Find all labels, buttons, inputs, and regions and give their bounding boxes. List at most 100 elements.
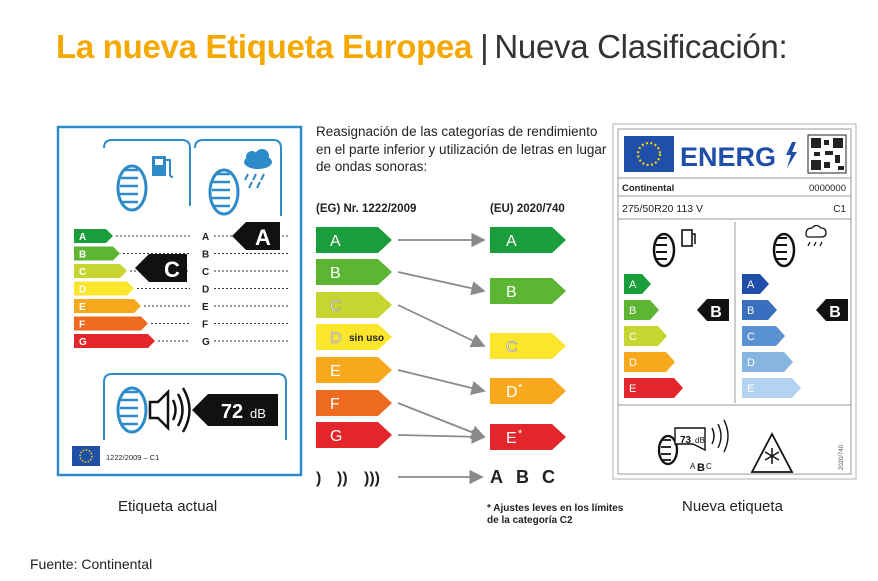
- sound-wave-3: ))): [364, 470, 380, 487]
- tyre-icon: [116, 164, 148, 212]
- new-fuel-class-bar: [624, 326, 667, 346]
- brand: Continental: [622, 183, 674, 194]
- unused-note: sin uso: [349, 333, 384, 344]
- new-fuel-class-bar: [624, 300, 659, 320]
- old-class-bar: [316, 390, 392, 416]
- old-class-bar: [316, 324, 392, 350]
- sound-class-a: A: [490, 467, 503, 487]
- noise-class-c: C: [706, 462, 712, 471]
- old-wet-class-letter: B: [202, 250, 209, 261]
- sound-wave-1: ): [316, 470, 321, 487]
- old-class-bar: [316, 422, 392, 448]
- old-regulation-header: (EG) Nr. 1222/2009: [316, 203, 417, 215]
- old-fuel-rating-arrow: [135, 254, 187, 282]
- old-wet-class-letter: C: [202, 267, 209, 278]
- old-fuel-class-bar: [74, 299, 141, 313]
- old-fuel-class-letter: D: [79, 285, 86, 296]
- old-class-bar: [316, 357, 392, 383]
- old-fuel-class-letter: G: [79, 337, 87, 348]
- noise-value-arrow: [192, 394, 278, 426]
- new-wet-class-bar: [742, 274, 769, 294]
- sound-wave-2: )): [337, 470, 348, 487]
- old-fuel-class-letter: F: [79, 320, 85, 331]
- new-fuel-bars: A B C D E: [624, 274, 683, 398]
- eu-flag-icon: [624, 136, 674, 172]
- qr-code-icon: [807, 134, 847, 174]
- cloud-rain-icon: [244, 149, 272, 189]
- new-label: ENERG Continental 0000000 275/50R20 113 …: [612, 123, 857, 480]
- new-fuel-class-letter: D: [629, 357, 637, 369]
- old-wet-class-letter: E: [202, 302, 209, 313]
- old-fuel-class-bar: [74, 281, 134, 296]
- old-class-letter: D: [330, 330, 342, 347]
- new-wet-class-bar: [742, 326, 785, 346]
- new-wet-class-bar: [742, 352, 793, 372]
- new-wet-class-letter: A: [747, 279, 755, 291]
- old-wet-rating-arrow: [232, 222, 280, 250]
- old-fuel-class-bar: [74, 229, 113, 243]
- old-class-letter: E: [330, 363, 341, 380]
- new-fuel-class-letter: E: [629, 383, 636, 395]
- title-separator: |: [480, 28, 489, 65]
- source-credit: Fuente: Continental: [30, 556, 153, 572]
- new-class-bar: [490, 278, 566, 304]
- old-fuel-class-bar: [74, 334, 155, 348]
- reassignment-description: Reasignación de las categorías de rendim…: [316, 124, 607, 174]
- new-class-bar: [490, 333, 566, 359]
- new-class-bar: [490, 378, 566, 404]
- title-main: La nueva Etiqueta Europea: [56, 28, 473, 65]
- new-fuel-class-bar: [624, 274, 651, 294]
- new-wet-class-letter: C: [747, 331, 755, 343]
- speaker-icon: [148, 387, 191, 433]
- mapping-arrow: [397, 429, 486, 444]
- new-wet-class-letter: E: [747, 383, 754, 395]
- mapping-arrow: [397, 271, 486, 296]
- old-noise-value: 72: [221, 401, 243, 423]
- old-fuel-class-bar: [74, 264, 127, 278]
- new-regulation-header: (EU) 2020/740: [490, 203, 565, 215]
- old-regulation: 1222/2009 – C1: [106, 453, 159, 462]
- footnote: * Ajustes leves en los límites de la cat…: [487, 503, 624, 526]
- old-fuel-rating: C: [164, 257, 180, 282]
- old-fuel-class-letter: C: [79, 267, 86, 278]
- new-wet-rating: B: [829, 304, 841, 321]
- title-sub: Nueva Clasificación:: [494, 28, 788, 65]
- old-wet-rating: A: [255, 225, 271, 250]
- old-label-caption: Etiqueta actual: [118, 498, 218, 515]
- new-wet-class-bar: [742, 300, 777, 320]
- old-class-bar: [316, 259, 392, 285]
- tyre-noise-icon: [116, 386, 148, 434]
- old-class-bar: [316, 227, 392, 253]
- new-fuel-class-letter: C: [629, 331, 637, 343]
- old-fuel-class-bar: [74, 316, 148, 331]
- old-wet-class-letter: G: [202, 337, 210, 348]
- new-side-code: 2020/740: [839, 444, 845, 470]
- new-fuel-class-letter: A: [629, 279, 637, 291]
- noise-class-a: A: [690, 462, 696, 471]
- new-fuel-class-letter: B: [629, 305, 636, 317]
- old-class-letter: F: [330, 396, 340, 413]
- wet-box-frame: [194, 139, 282, 216]
- new-noise-value: 73: [680, 435, 692, 446]
- old-class-letter: C: [330, 298, 342, 315]
- new-class-bar: [490, 424, 566, 450]
- sound-class-b: B: [516, 467, 529, 487]
- old-class-letter: A: [330, 233, 341, 250]
- new-wet-class-letter: B: [747, 305, 754, 317]
- new-class-letter: A: [506, 233, 517, 250]
- old-class-letter: B: [330, 265, 341, 282]
- snow-mountain-icon: [750, 432, 794, 473]
- new-wet-rating-arrow: [816, 299, 848, 321]
- old-wet-class-letter: A: [202, 232, 209, 243]
- fuel-pump-icon: [152, 156, 174, 178]
- tyre-wet-icon: [208, 168, 240, 216]
- new-wet-bars: A B C D E: [742, 274, 801, 398]
- new-class-letter: D: [506, 384, 518, 401]
- energy-word: ENERG: [680, 142, 776, 172]
- tyre-fuel-icon: [652, 229, 696, 268]
